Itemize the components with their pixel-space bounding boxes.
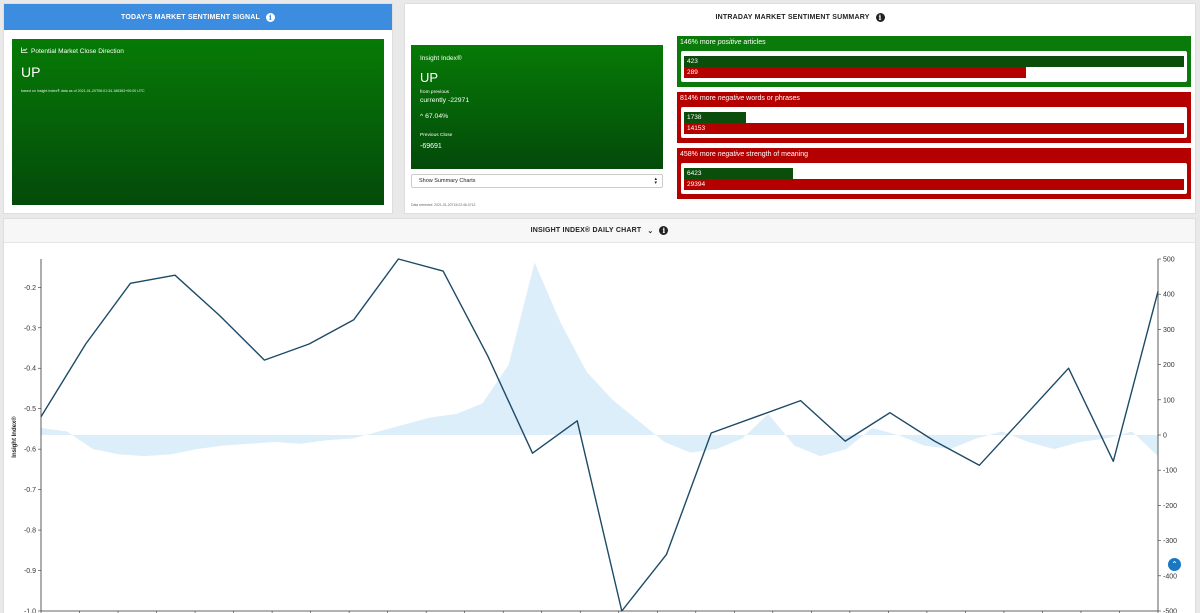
insight-index-line (40, 258, 1159, 612)
insight-index-box: Insight Index® UP from previous currentl… (411, 45, 663, 169)
left-tick-label: -0.2 (24, 285, 36, 292)
signal-panel-title: TODAY'S MARKET SENTIMENT SIGNAL (121, 13, 260, 21)
date-retrieved-note: Data retrieved: 2021-01-20T15:22:46.471Z (411, 203, 476, 207)
left-tick-label: -0.9 (24, 568, 36, 575)
insight-index-label: Insight Index® (420, 55, 462, 62)
positive-bar: 6423 (684, 168, 793, 179)
info-icon[interactable]: i (875, 12, 885, 22)
left-tick-label: -0.3 (24, 325, 36, 332)
negative-bar: 29394 (684, 179, 1184, 190)
info-icon[interactable]: i (659, 226, 669, 235)
left-tick-label: -0.5 (24, 406, 36, 413)
summary-panel-header: INTRADAY MARKET SENTIMENT SUMMARY i (405, 4, 1195, 30)
right-tick-label: 0 (1163, 433, 1167, 440)
metric-title: 814% more negative words or phrases (680, 95, 800, 102)
signal-panel-header: TODAY'S MARKET SENTIMENT SIGNAL i (4, 4, 392, 30)
select-arrows-icon: ▴ ▾ (654, 176, 657, 186)
from-previous-label: from previous (420, 90, 450, 95)
select-value: Show Summary Charts (419, 178, 476, 184)
metric-positive-articles: 146% more positive articles 423 289 (677, 36, 1191, 87)
metric-title: 458% more negative strength of meaning (680, 151, 809, 158)
signal-note: based on Insight Index® data as of 2021-… (21, 89, 145, 93)
right-tick-label: -400 (1163, 573, 1177, 580)
metric-bars: 1738 14153 (681, 107, 1187, 138)
current-value: currently -22971 (420, 97, 470, 104)
positive-bar: 423 (684, 56, 1184, 67)
daily-chart-panel: INSIGHT INDEX® DAILY CHART ⌄ i -0.2 -0.3-… (3, 218, 1196, 613)
left-tick-label: -0.7 (24, 487, 36, 494)
summary-panel-title: INTRADAY MARKET SENTIMENT SUMMARY (715, 13, 870, 21)
metric-negative-strength: 458% more negative strength of meaning 6… (677, 148, 1191, 199)
change-percent: ^ 67.04% (420, 113, 449, 120)
left-tick-label: -0.8 (24, 528, 36, 535)
metric-bars: 423 289 (681, 51, 1187, 82)
chart-panel-title: INSIGHT INDEX® DAILY CHART (530, 227, 642, 234)
scroll-to-top-button[interactable]: ⌃ (1168, 558, 1181, 571)
previous-close-label: Previous Close (420, 133, 453, 138)
signal-box: Potential Market Close Direction UP base… (12, 39, 384, 205)
insight-index-direction: UP (420, 70, 439, 85)
right-tick-label: -200 (1163, 503, 1177, 510)
positive-bar: 1738 (684, 112, 746, 123)
info-icon[interactable]: i (265, 12, 275, 22)
trend-chart-icon (21, 47, 28, 55)
metric-bars: 6423 29394 (681, 163, 1187, 194)
signal-direction: UP (21, 64, 41, 80)
previous-close-value: -69691 (420, 143, 442, 150)
chevron-up-icon: ^ (420, 113, 424, 120)
insight-index-chart: -0.2 -0.3 -0.4 -0.5 -0.6 -0.7 -0.8 -0.9 -1.0 500 4… (11, 257, 1177, 613)
right-tick-label: -500 (1163, 609, 1177, 613)
left-tick-label: -0.4 (24, 366, 36, 373)
right-tick-label: 200 (1163, 362, 1175, 369)
secondary-area-series (41, 262, 1158, 457)
right-tick-label: 500 (1163, 257, 1175, 264)
metric-title: 146% more positive articles (680, 39, 766, 46)
y-axis-label: Insight Index® (11, 416, 18, 458)
intraday-summary-panel: INTRADAY MARKET SENTIMENT SUMMARY i Insi… (404, 3, 1196, 214)
right-tick-label: -100 (1163, 468, 1177, 475)
negative-bar: 14153 (684, 123, 1184, 134)
market-sentiment-signal-panel: TODAY'S MARKET SENTIMENT SIGNAL i Potent… (3, 3, 393, 214)
signal-heading: Potential Market Close Direction (31, 47, 124, 55)
right-tick-label: 400 (1163, 292, 1175, 299)
right-tick-label: 100 (1163, 397, 1175, 404)
right-tick-label: 300 (1163, 327, 1175, 334)
metric-negative-words: 814% more negative words or phrases 1738… (677, 92, 1191, 143)
chevron-down-icon[interactable]: ⌄ (647, 227, 654, 235)
left-tick-label: -0.6 (24, 447, 36, 454)
chart-panel-header: INSIGHT INDEX® DAILY CHART ⌄ i (4, 219, 1195, 243)
negative-bar: 289 (684, 67, 1026, 78)
left-tick-label: -1.0 (24, 609, 36, 613)
right-tick-label: -300 (1163, 538, 1177, 545)
summary-charts-select[interactable]: Show Summary Charts ▴ ▾ (411, 174, 663, 188)
